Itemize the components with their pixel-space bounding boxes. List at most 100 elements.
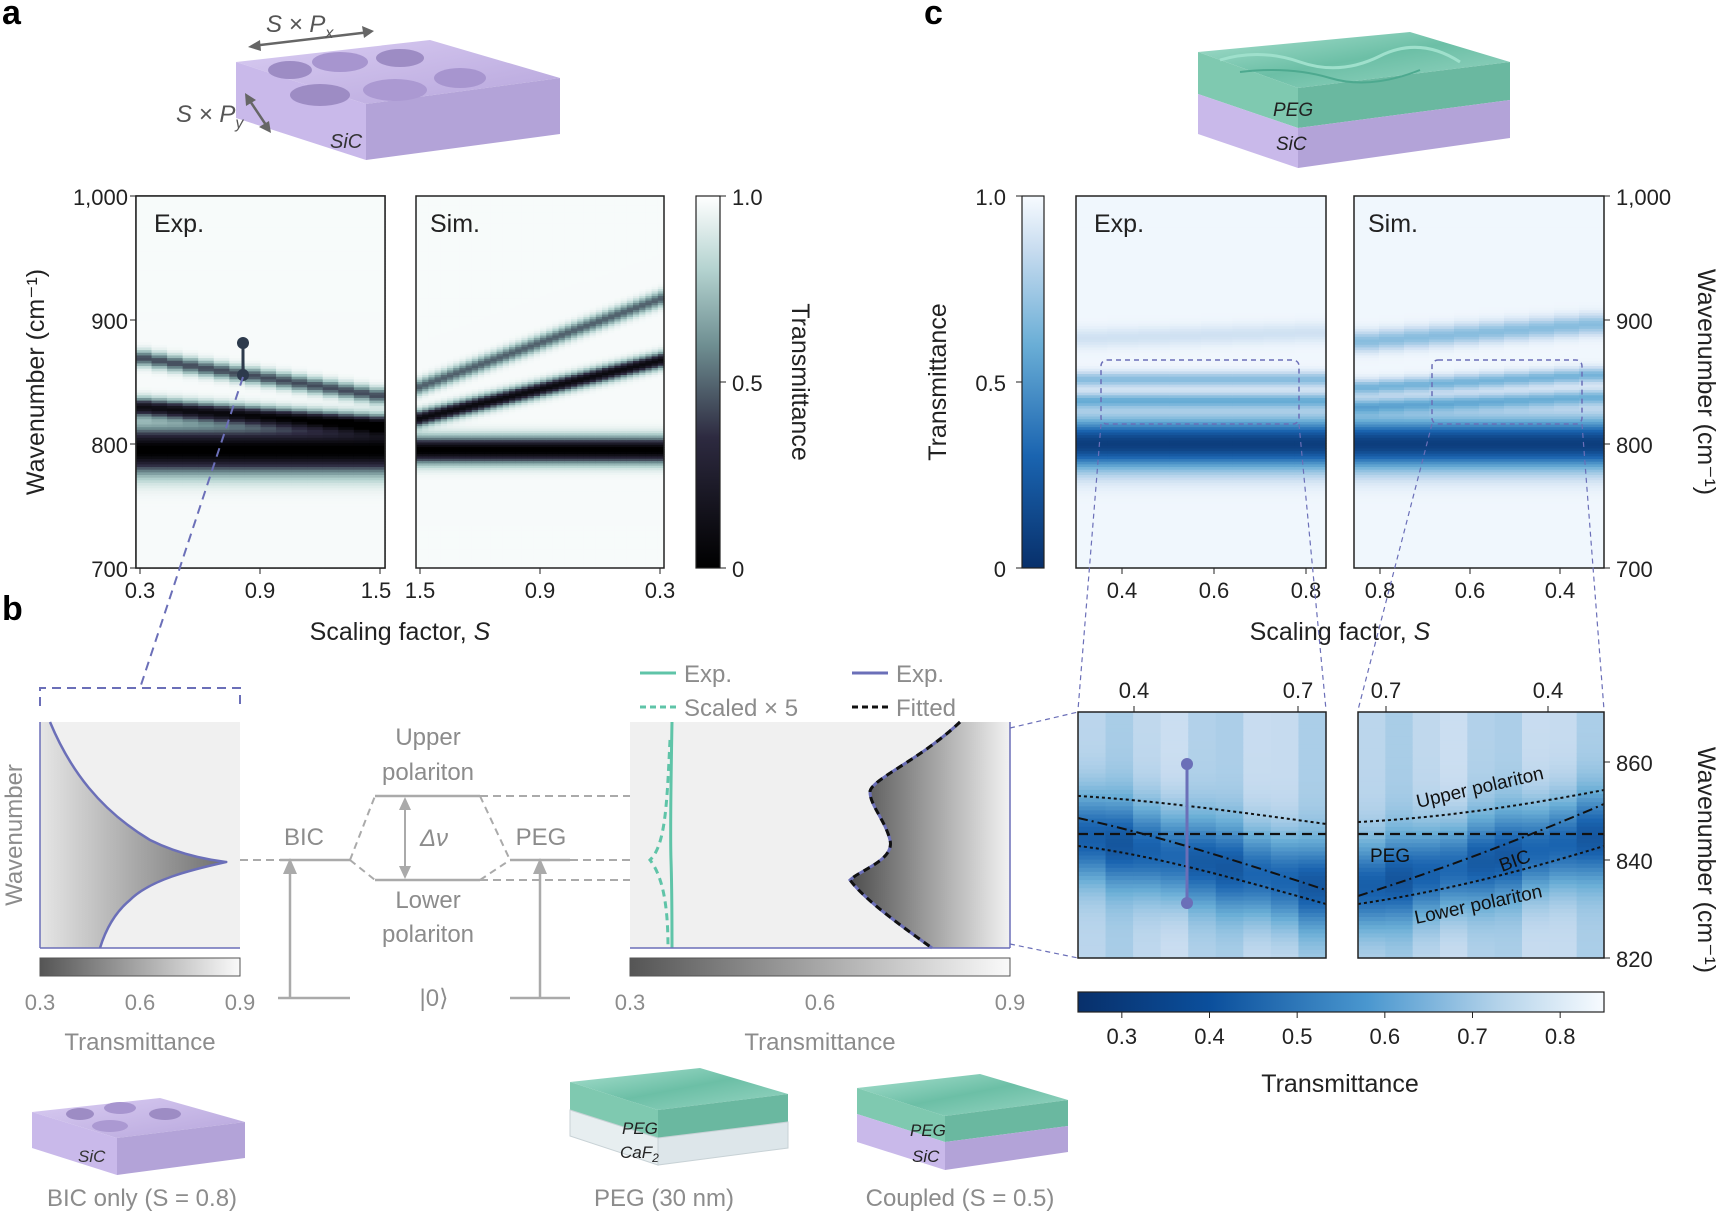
a-exp-cell (213, 496, 230, 500)
a-exp-cell (291, 475, 308, 479)
a-exp-cell (182, 344, 199, 349)
a-sim-cell (465, 402, 473, 406)
a-exp-cell (213, 326, 230, 330)
a-exp-cell (244, 257, 262, 261)
a-exp-cell (338, 456, 355, 460)
a-exp-cell (136, 482, 153, 487)
a-sim-cell (440, 319, 448, 323)
a-exp-cell (136, 254, 153, 258)
a-exp-cell (213, 554, 230, 558)
a-exp-cell (136, 307, 153, 311)
a-exp-cell (260, 560, 277, 564)
a-exp-cell (291, 456, 308, 460)
a-sim-cell (478, 521, 485, 525)
a-exp-cell (182, 241, 199, 245)
a-exp-cell (322, 214, 339, 218)
a-sim-cell (459, 475, 467, 478)
a-sim-cell (447, 533, 454, 537)
a-sim-cell (428, 291, 436, 295)
a-exp-cell (213, 397, 230, 402)
a-exp-cell (338, 382, 355, 386)
a-exp-cell (307, 533, 324, 537)
a-exp-cell (369, 456, 386, 460)
a-exp-cell (260, 198, 277, 202)
a-sim-cell (459, 298, 467, 302)
a-exp-cell (151, 498, 168, 503)
a-sim-cell (422, 419, 429, 423)
a-sim-cell (484, 468, 491, 471)
a-exp-cell (229, 368, 246, 372)
a-sim-cell (434, 484, 442, 488)
a-exp-cell (213, 530, 230, 535)
a-exp-cell (291, 307, 308, 311)
a-sim-cell (478, 265, 485, 269)
a-sim-cell (484, 498, 491, 502)
a-exp-cell (338, 509, 355, 513)
a-exp-cell (338, 196, 355, 200)
a-exp-cell (291, 225, 308, 229)
a-exp-cell (353, 490, 371, 495)
a-exp-cell (307, 405, 324, 410)
a-sim-cell (422, 202, 429, 206)
a-exp-cell (244, 214, 262, 218)
a-sim-cell (459, 205, 467, 209)
a-sim-cell (478, 342, 485, 346)
a-exp-cell (338, 328, 355, 333)
a-sim-cell (434, 270, 442, 274)
a-exp-cell (136, 501, 153, 505)
a-exp-cell (353, 411, 371, 415)
a-exp-cell (260, 459, 277, 463)
a-exp-cell (151, 432, 168, 436)
a-sim-cell (428, 314, 436, 318)
a-exp-cell (353, 312, 371, 317)
a-exp-cell (213, 219, 230, 224)
a-exp-cell (213, 315, 230, 319)
a-sim-cell (428, 540, 436, 544)
a-exp-cell (291, 355, 308, 359)
a-exp-cell (136, 323, 153, 327)
a-exp-cell (167, 254, 184, 258)
a-sim-cell (471, 272, 479, 276)
a-sim-cell (478, 295, 485, 299)
a-exp-cell (198, 480, 215, 484)
a-exp-cell (151, 267, 168, 271)
a-exp-cell (167, 533, 184, 537)
a-sim-cell (428, 447, 436, 451)
a-exp-cell (307, 477, 324, 481)
a-exp-cell (276, 416, 293, 420)
a-sim-cell (484, 405, 491, 409)
a-sim-cell (459, 561, 467, 564)
a-exp-cell (213, 230, 230, 234)
a-sim-cell (422, 526, 429, 530)
a-exp-cell (198, 318, 215, 322)
a-sim-cell (453, 405, 460, 409)
a-exp-cell (338, 278, 355, 282)
a-sim-cell (447, 377, 454, 381)
a-exp-cell (338, 304, 355, 309)
a-sim-cell (440, 219, 448, 223)
a-sim-cell (465, 533, 473, 537)
a-exp-cell (338, 485, 355, 489)
a-sim-cell (471, 540, 479, 544)
a-sim-cell (453, 461, 460, 464)
a-exp-cell (213, 318, 230, 322)
a-sim-cell (453, 200, 460, 204)
a-sim-cell (484, 481, 491, 485)
a-exp-cell (198, 296, 215, 301)
a-exp-cell (198, 424, 215, 428)
a-exp-cell (291, 384, 308, 388)
a-sim-cell (440, 365, 448, 369)
a-exp-cell (369, 243, 386, 248)
a-exp-cell (167, 310, 184, 314)
a-exp-cell (276, 222, 293, 226)
a-sim-cell (453, 554, 460, 557)
a-exp-cell (307, 451, 324, 455)
a-exp-cell (276, 251, 293, 256)
a-sim-cell (428, 523, 436, 527)
a-exp-cell (338, 222, 355, 226)
a-exp-cell (244, 350, 262, 354)
a-exp-cell (213, 432, 230, 436)
a-sim-cell (453, 565, 460, 569)
a-sim-cell (422, 521, 429, 525)
a-exp-cell (353, 289, 371, 293)
